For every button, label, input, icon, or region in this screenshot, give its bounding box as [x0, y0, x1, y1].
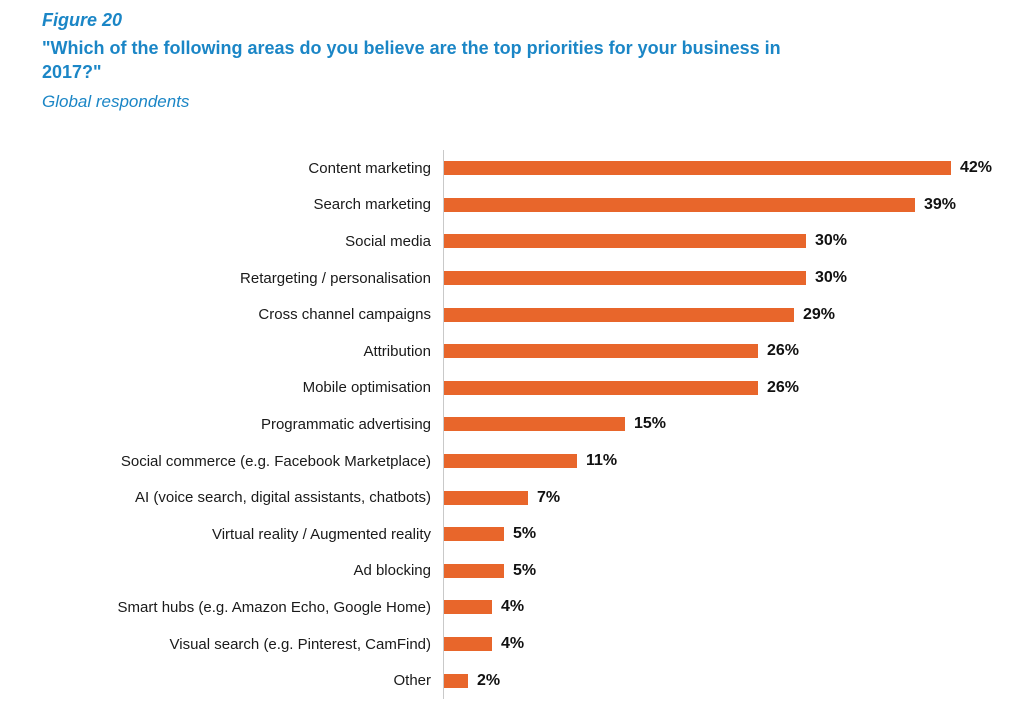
bar-chart: Content marketing 42% Search marketing 39% S…	[0, 150, 1024, 699]
bar-label: Search marketing	[313, 196, 431, 214]
bar	[444, 161, 951, 176]
bar-value: 2%	[477, 671, 501, 689]
bar-value: 42%	[960, 159, 993, 177]
chart-row: AI (voice search, digital assistants, ch…	[0, 479, 1024, 516]
chart-subtitle: Global respondents	[42, 91, 190, 111]
bar-label: Cross channel campaigns	[258, 306, 431, 324]
bar	[444, 344, 758, 359]
bar-label: Virtual reality / Augmented reality	[211, 525, 431, 543]
bar-label: Mobile optimisation	[302, 379, 431, 397]
bar-label: Content marketing	[308, 159, 431, 177]
chart-row: Content marketing 42%	[0, 150, 1024, 187]
chart-row: Attribution 26%	[0, 332, 1024, 370]
bar-value: 5%	[513, 525, 537, 543]
bar	[444, 380, 758, 395]
bar-label: Other	[393, 672, 431, 690]
bar-label: Ad blocking	[353, 562, 431, 580]
bar-value: 7%	[537, 488, 561, 506]
bar-label: Visual search (e.g. Pinterest, CamFind)	[169, 635, 432, 653]
bar-plot-area: 42%	[443, 150, 1024, 187]
bar-value: 4%	[501, 598, 525, 616]
bar-label: AI (voice search, digital assistants, ch…	[135, 489, 431, 507]
bar-value: 26%	[767, 342, 800, 360]
bar	[444, 417, 625, 432]
bar	[444, 234, 806, 249]
bar	[444, 600, 492, 615]
bar-plot-area: 30%	[443, 223, 1024, 260]
bar-value: 5%	[513, 561, 537, 579]
bar-plot-area: 39%	[443, 186, 1024, 224]
bar-plot-area: 30%	[443, 259, 1024, 297]
chart-row: Cross channel campaigns 29%	[0, 296, 1024, 333]
bar-plot-area: 4%	[443, 625, 1024, 663]
chart-title: "Which of the following areas do you bel…	[42, 38, 781, 83]
bar-label: Social commerce (e.g. Facebook Marketpla…	[120, 452, 431, 470]
bar-value: 15%	[634, 415, 667, 433]
bar-label: Attribution	[363, 342, 431, 360]
chart-row: Virtual reality / Augmented reality 5%	[0, 515, 1024, 553]
bar-label: Social media	[345, 232, 431, 250]
bar	[444, 527, 504, 542]
bar-plot-area: 4%	[443, 589, 1024, 626]
bar	[444, 454, 577, 469]
bar-value: 30%	[815, 232, 848, 250]
bar-label: Programmatic advertising	[260, 415, 431, 433]
bar-plot-area: 5%	[443, 552, 1024, 590]
bar-label: Retargeting / personalisation	[240, 269, 431, 287]
bar-value: 39%	[924, 195, 957, 213]
bar	[444, 637, 492, 652]
chart-row: Smart hubs (e.g. Amazon Echo, Google Hom…	[0, 589, 1024, 626]
bar-plot-area: 2%	[443, 662, 1024, 699]
bar-label: Smart hubs (e.g. Amazon Echo, Google Hom…	[117, 598, 431, 616]
bar-value: 4%	[501, 635, 525, 653]
bar-plot-area: 26%	[443, 369, 1024, 407]
chart-row: Other 2%	[0, 662, 1024, 699]
bar-plot-area: 15%	[443, 406, 1024, 443]
bar	[444, 563, 504, 578]
bar-plot-area: 29%	[443, 296, 1024, 333]
bar-plot-area: 26%	[443, 332, 1024, 370]
bar-value: 29%	[803, 305, 836, 323]
bar-plot-area: 11%	[443, 442, 1024, 480]
chart-row: Search marketing 39%	[0, 186, 1024, 224]
bar	[444, 490, 528, 505]
bar-plot-area: 7%	[443, 479, 1024, 516]
bar	[444, 197, 915, 212]
chart-row: Programmatic advertising 15%	[0, 406, 1024, 443]
chart-row: Ad blocking 5%	[0, 552, 1024, 590]
bar-plot-area: 5%	[443, 515, 1024, 553]
chart-header: Figure 20 "Which of the following areas …	[42, 10, 822, 112]
bar-value: 30%	[815, 269, 848, 287]
chart-row: Retargeting / personalisation 30%	[0, 259, 1024, 297]
chart-row: Social commerce (e.g. Facebook Marketpla…	[0, 442, 1024, 480]
bar	[444, 307, 794, 322]
chart-row: Visual search (e.g. Pinterest, CamFind) 4…	[0, 625, 1024, 663]
bar	[444, 271, 806, 286]
bar-value: 11%	[586, 452, 618, 470]
bar-value: 26%	[767, 378, 800, 396]
chart-row: Mobile optimisation 26%	[0, 369, 1024, 407]
bar	[444, 673, 468, 688]
chart-row: Social media 30%	[0, 223, 1024, 260]
figure-number: Figure 20	[42, 10, 123, 30]
